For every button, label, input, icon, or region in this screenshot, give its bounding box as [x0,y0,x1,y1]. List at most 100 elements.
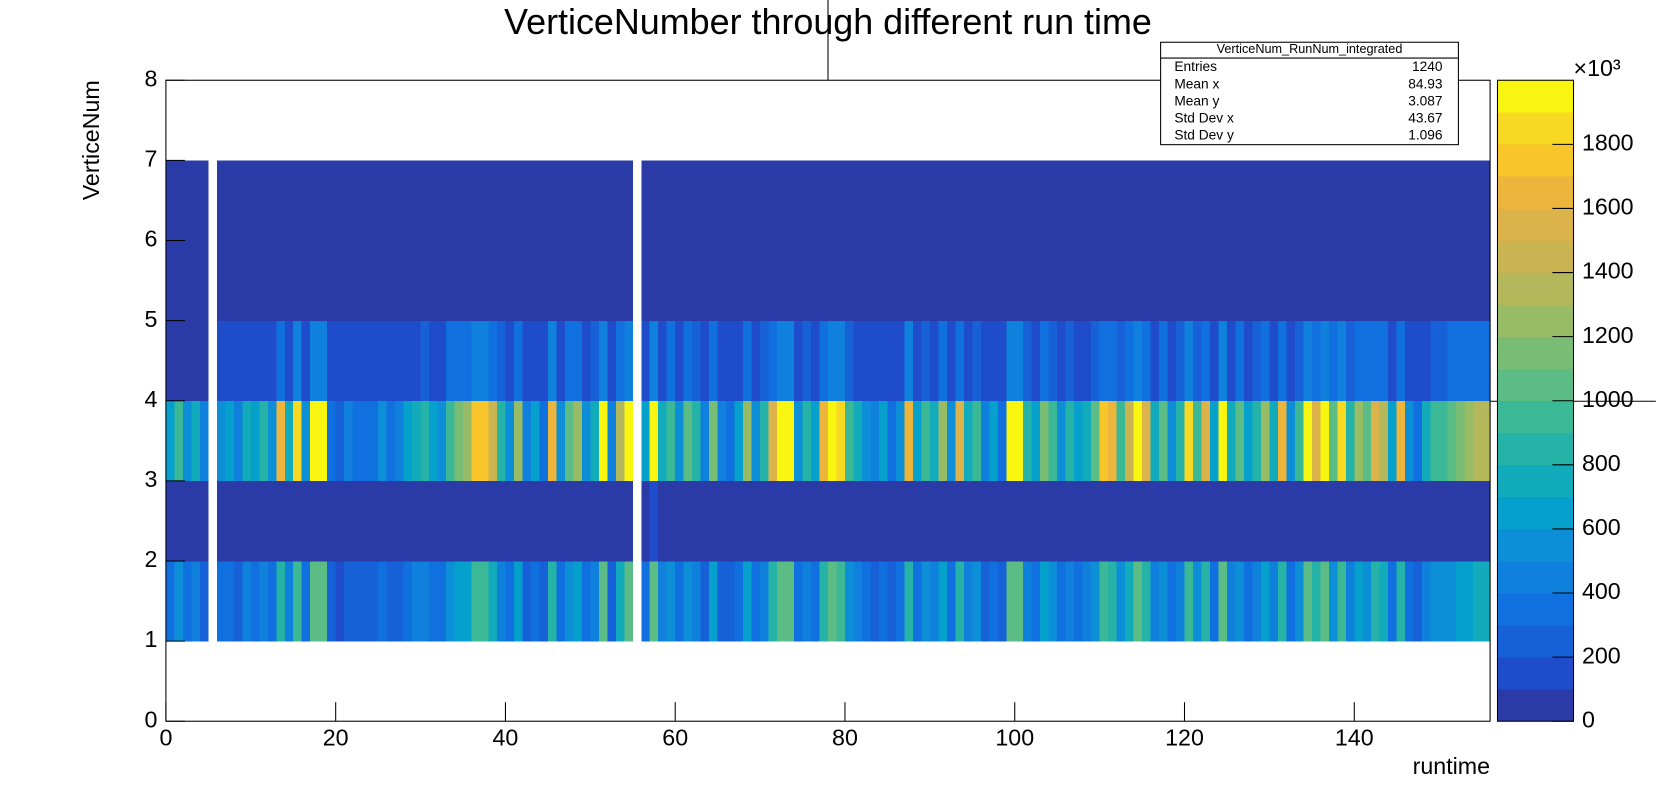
heatmap-cell [1379,160,1389,241]
heatmap-cell [1014,560,1024,642]
heatmap-cell [259,160,269,241]
heatmap-cell [352,320,362,402]
heatmap-cell [1286,320,1296,402]
heatmap-cell [378,560,387,642]
heatmap-cell [488,160,498,241]
heatmap-cell [437,400,447,482]
z-tick-label: 200 [1582,642,1621,668]
heatmap-cell [1031,160,1041,241]
heatmap-cell [938,160,948,241]
heatmap-cell [301,480,311,562]
heatmap-cell [912,560,922,642]
z-tick-label: 1800 [1582,129,1634,155]
heatmap-cell [717,320,727,402]
heatmap-cell [267,240,277,321]
heatmap-cell [496,160,506,241]
heatmap-cell [1345,400,1355,482]
heatmap-cell [921,480,931,562]
heatmap-cell [1345,480,1355,562]
heatmap-cell [446,240,455,321]
heatmap-cell [1209,320,1219,402]
heatmap-cell [293,160,303,241]
heatmap-cell [429,480,438,562]
heatmap-cell [709,400,718,482]
heatmap-cell [1328,480,1338,562]
heatmap-cell [454,240,464,321]
heatmap-cell [454,560,464,642]
heatmap-cell [794,320,803,402]
heatmap-cell [327,160,336,241]
heatmap-cell [293,240,303,321]
heatmap-cell [861,400,871,482]
heatmap-cell [726,240,735,321]
heatmap-cell [1320,320,1330,402]
heatmap-cell [980,240,990,321]
heatmap-cell [1091,240,1100,321]
heatmap-cell [199,400,209,482]
heatmap-cell [556,400,566,482]
heatmap-cell [199,480,209,562]
heatmap-cell [1345,560,1355,642]
heatmap-cell [1040,320,1050,402]
heatmap-cell [1218,240,1228,321]
heatmap-cell [1243,480,1253,562]
stats-label: Std Dev x [1174,111,1234,126]
heatmap-cell [1235,560,1245,642]
heatmap-cell [1422,320,1431,402]
heatmap-cell [250,400,260,482]
heatmap-cell [293,400,303,482]
heatmap-cell [1082,320,1092,402]
heatmap-cell [429,160,438,241]
heatmap-cell [1473,400,1482,482]
heatmap-cell [828,480,837,562]
heatmap-cell [726,320,735,402]
heatmap-cell [768,560,778,642]
heatmap-cell [1192,560,1202,642]
heatmap-cell [259,560,269,642]
heatmap-cell [1023,400,1033,482]
heatmap-cell [1379,480,1389,562]
heatmap-cell [1218,400,1228,482]
heatmap-cell [904,320,914,402]
heatmap-cell [946,480,956,562]
heatmap-cell [344,480,353,562]
heatmap-cell [1159,480,1168,562]
heatmap-cell [1396,240,1406,321]
heatmap-cell [1184,240,1194,321]
heatmap-cell [233,320,243,402]
heatmap-cell [921,400,931,482]
heatmap-cell [573,320,583,402]
heatmap-cell [386,320,396,402]
heatmap-cell [1091,400,1100,482]
heatmap-cell [488,240,498,321]
heatmap-cell [997,560,1007,642]
heatmap-cell [412,400,421,482]
heatmap-cell [751,480,761,562]
heatmap-cell [1243,240,1253,321]
heatmap-cell [1269,240,1279,321]
heatmap-cell [1430,240,1440,321]
heatmap-cell [1354,240,1364,321]
heatmap-cell [369,240,379,321]
heatmap-cell [1277,240,1287,321]
heatmap-cell [310,240,320,321]
heatmap-cell [1159,400,1168,482]
heatmap-cell [1354,160,1364,241]
heatmap-cell [870,400,880,482]
heatmap-cell [454,160,464,241]
heatmap-cell [785,480,795,562]
heatmap-cell [989,400,999,482]
heatmap-cell [972,160,982,241]
heatmap-cell [191,240,201,321]
heatmap-cell [1422,400,1431,482]
heatmap-cell [963,400,973,482]
heatmap-cell [344,160,353,241]
heatmap-cell [743,320,752,402]
heatmap-cell [989,240,999,321]
heatmap-cell [412,240,421,321]
heatmap-cell [726,560,735,642]
heatmap-cell [997,320,1007,402]
heatmap-cell [1413,240,1423,321]
heatmap-cell [1040,400,1050,482]
heatmap-cell [327,480,336,562]
